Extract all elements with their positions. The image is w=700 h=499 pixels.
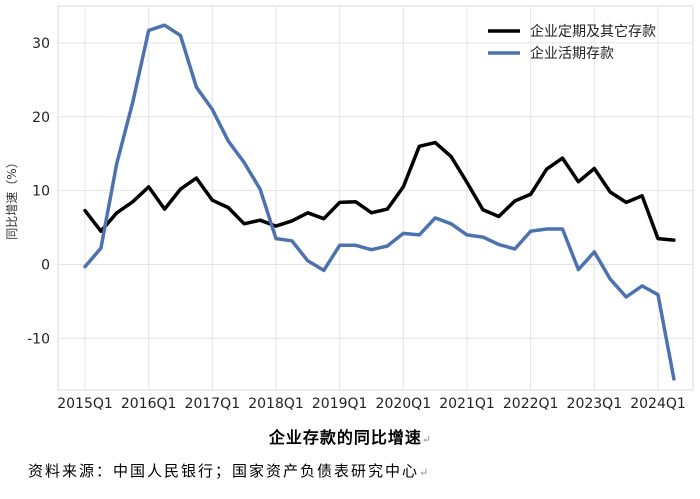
x-tick-label: 2018Q1 [248,396,304,412]
y-tick-label: -10 [27,331,50,347]
y-axis-label: 同比增速（%） [5,156,19,239]
y-tick-label: 30 [32,36,50,52]
plot-area [57,5,694,391]
x-tick-label: 2024Q1 [630,396,686,412]
x-tick-labels: 2015Q1 2016Q1 2017Q1 2018Q1 2019Q1 2020Q1 2021… [57,396,686,412]
y-tick-label: 0 [41,257,50,273]
paragraph-mark: ↵ [421,433,432,446]
series-line-2 [83,23,676,381]
line-chart: -10 0 10 20 30 2015Q1 2016Q1 2017Q1 2018Q1 2019Q… [5,5,694,412]
series-lines [83,23,676,381]
x-tick-label: 2017Q1 [185,396,241,412]
source-note: 资料来源：中国人民银行；国家资产负债表研究中心↵ [28,462,429,480]
legend-label: 企业定期及其它存款 [530,23,656,40]
y-tick-label: 20 [32,110,50,126]
x-tick-label: 2022Q1 [503,396,559,412]
x-tick-label: 2020Q1 [376,396,432,412]
x-tick-label: 2019Q1 [312,396,368,412]
y-tick-label: 10 [32,184,50,200]
chart-caption: 企业存款的同比增速↵ [268,428,432,447]
x-tick-label: 2015Q1 [57,396,113,412]
x-tick-label: 2016Q1 [121,396,177,412]
grid-lines [58,6,693,390]
paragraph-mark: ↵ [419,466,429,479]
x-tick-label: 2021Q1 [439,396,495,412]
legend-label: 企业活期存款 [530,45,614,62]
series-line-1 [83,140,676,242]
x-tick-label: 2023Q1 [567,396,623,412]
y-tick-labels: -10 0 10 20 30 [27,36,50,347]
